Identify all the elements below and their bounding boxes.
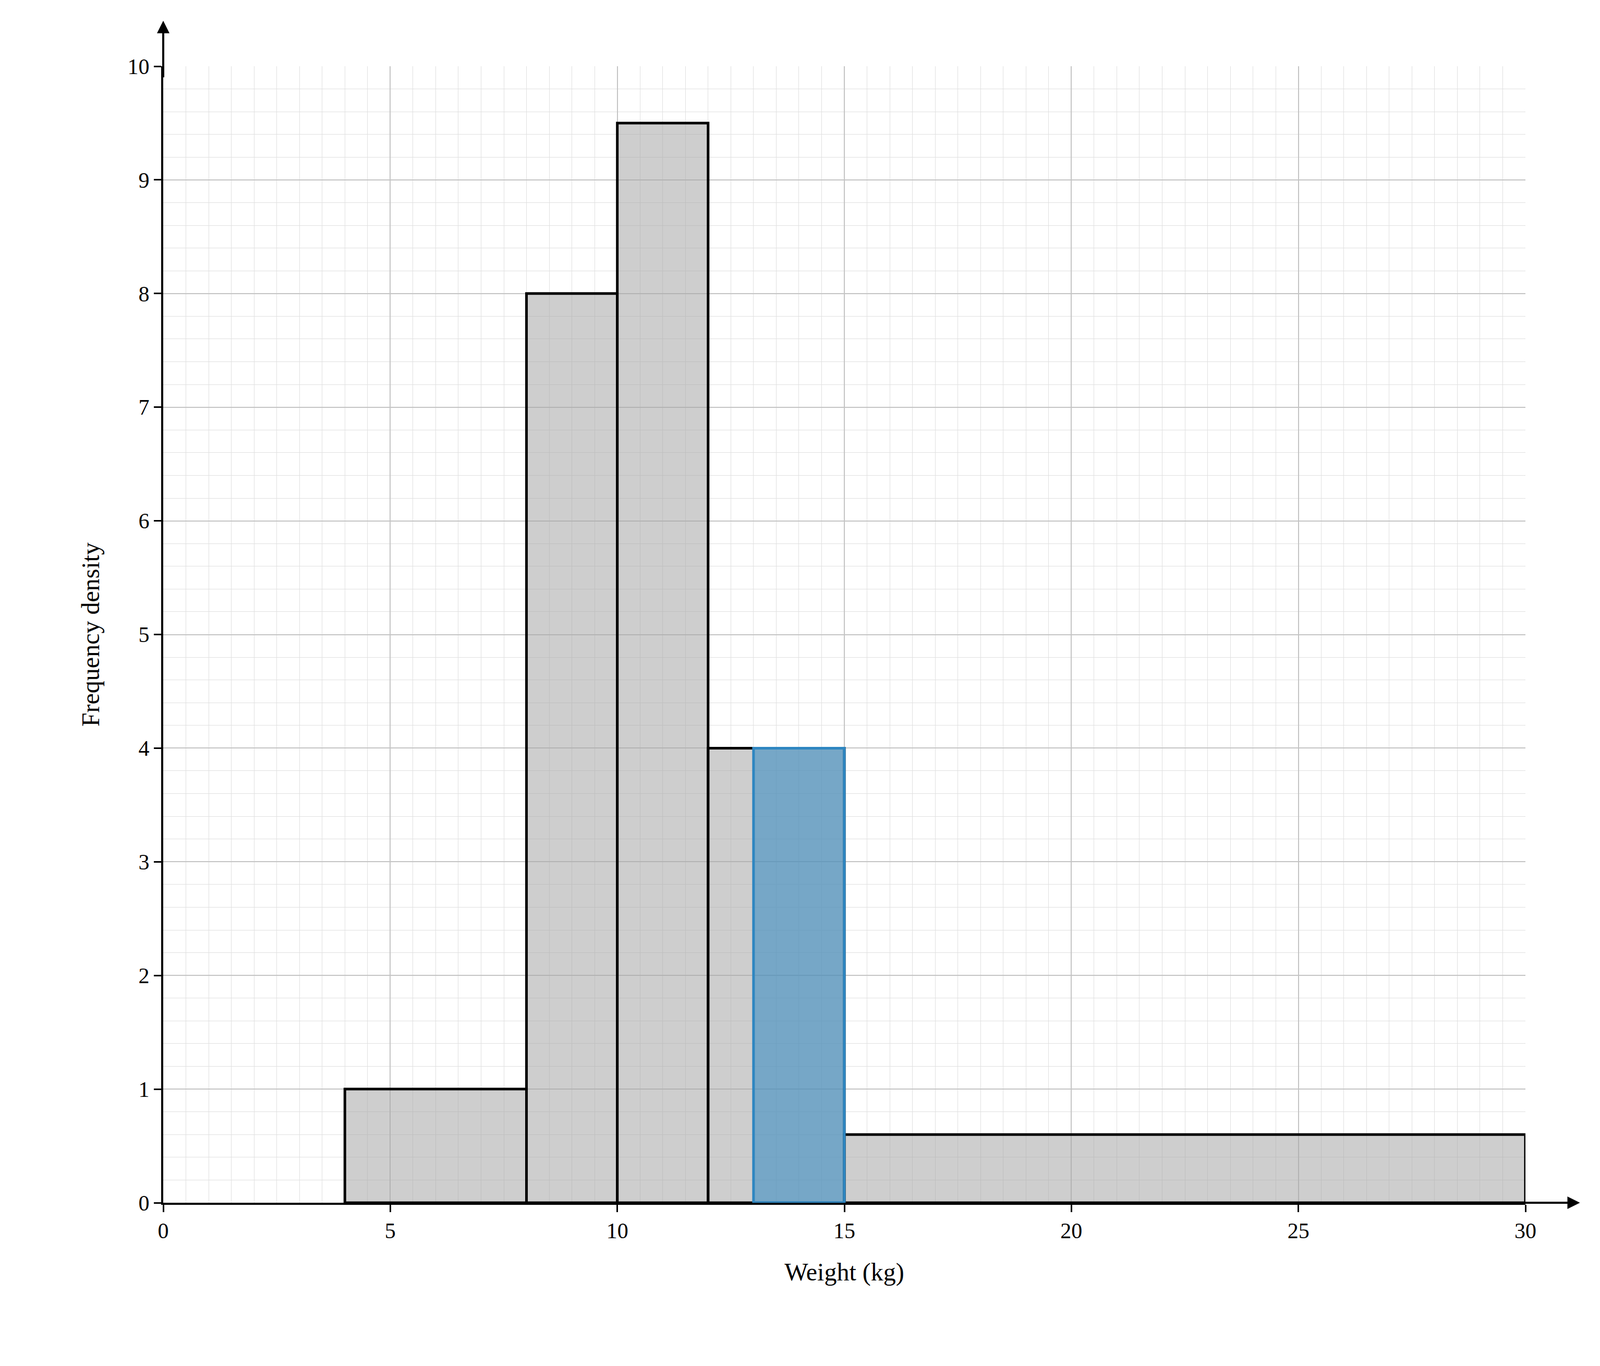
- svg-text:0: 0: [138, 1191, 150, 1216]
- svg-text:5: 5: [138, 622, 150, 647]
- svg-text:25: 25: [1287, 1218, 1310, 1243]
- svg-text:15: 15: [833, 1218, 856, 1243]
- svg-text:2: 2: [138, 963, 150, 988]
- svg-text:1: 1: [138, 1077, 150, 1102]
- svg-text:5: 5: [384, 1218, 396, 1243]
- svg-text:3: 3: [138, 850, 150, 875]
- svg-text:Frequency density: Frequency density: [76, 542, 105, 727]
- svg-text:7: 7: [138, 395, 150, 420]
- svg-text:30: 30: [1514, 1218, 1537, 1243]
- svg-text:10: 10: [127, 54, 150, 79]
- svg-text:10: 10: [606, 1218, 629, 1243]
- svg-text:0: 0: [158, 1218, 169, 1243]
- svg-text:9: 9: [138, 168, 150, 193]
- svg-text:20: 20: [1060, 1218, 1083, 1243]
- svg-text:Weight (kg): Weight (kg): [784, 1257, 904, 1287]
- svg-text:8: 8: [138, 282, 150, 307]
- svg-text:4: 4: [138, 736, 150, 761]
- svg-text:6: 6: [138, 508, 150, 533]
